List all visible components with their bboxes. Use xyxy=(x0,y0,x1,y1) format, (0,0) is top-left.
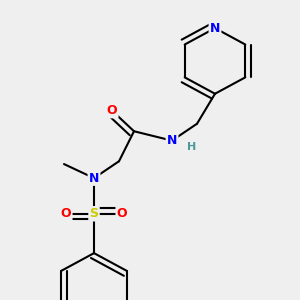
Text: N: N xyxy=(167,134,177,147)
Text: O: O xyxy=(107,104,117,117)
Text: O: O xyxy=(117,207,127,220)
Text: H: H xyxy=(188,142,196,152)
Text: S: S xyxy=(89,207,98,220)
Text: N: N xyxy=(89,172,99,184)
Text: N: N xyxy=(210,22,220,34)
Text: O: O xyxy=(61,207,71,220)
